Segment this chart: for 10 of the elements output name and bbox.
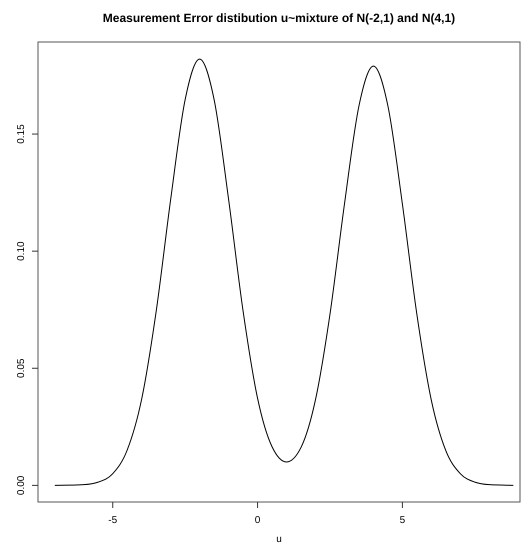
x-tick-label: -5: [108, 515, 118, 526]
x-axis-title: u: [276, 534, 282, 545]
chart-title: Measurement Error distibution u~mixture of N(-2,1) and N(4,1): [102, 11, 456, 25]
y-tick-label: 0.05: [16, 358, 27, 378]
x-tick-label: 5: [400, 515, 406, 526]
line-series: [54, 58, 514, 486]
y-tick-label: 0.15: [16, 124, 27, 144]
x-tick-label: 0: [254, 515, 261, 526]
y-tick-label: 0.10: [16, 240, 27, 261]
y-tick-label: 0.00: [16, 475, 27, 496]
